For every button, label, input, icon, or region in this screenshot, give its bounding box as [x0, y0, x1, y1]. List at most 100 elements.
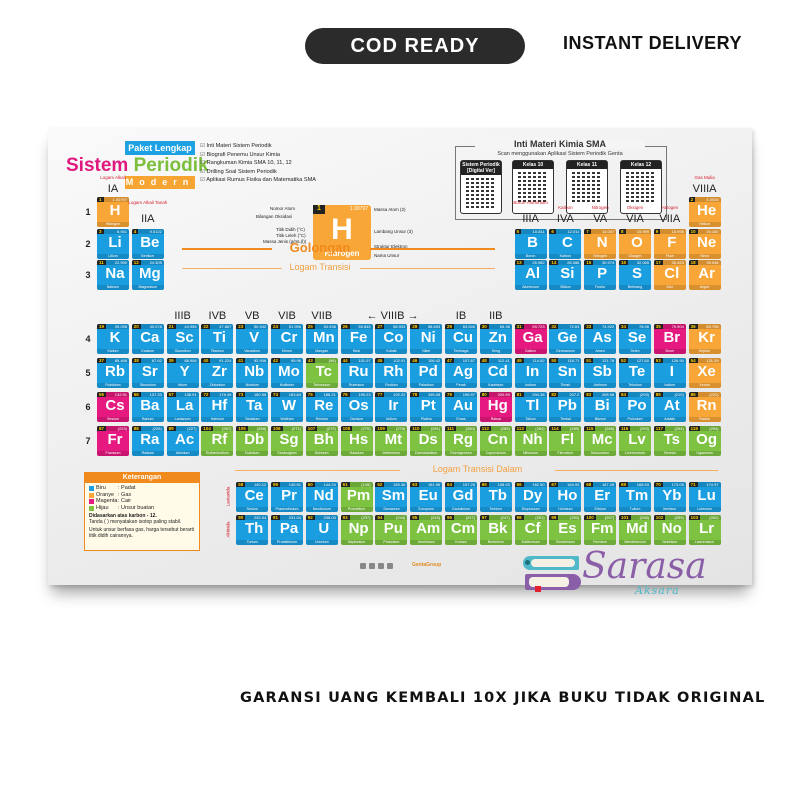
- element-i: 53 126.90 I Iodium: [653, 358, 686, 388]
- element-cd: 48 112.41 Cd Kadmium: [479, 358, 512, 388]
- element-name: Erbium: [584, 507, 617, 512]
- element-symbol: As: [592, 329, 612, 346]
- atomic-number: 63: [410, 482, 420, 487]
- atomic-mass: 58.693: [427, 324, 441, 329]
- atomic-mass: 78.96: [638, 324, 649, 329]
- legend-item-padat: Biru: Padat: [85, 485, 199, 492]
- element-mo: 42 95.96 Mo Molibden: [271, 358, 303, 388]
- element-symbol: Nd: [313, 487, 334, 504]
- qr-card-kelas-11: Kelas 11: [566, 160, 608, 214]
- group-label-vib: VIB: [278, 310, 296, 322]
- sarasa-book-logo-icon: [515, 556, 585, 596]
- element-name: Fluor: [653, 253, 686, 259]
- element-symbol: Mt: [384, 431, 403, 448]
- element-symbol: Ta: [245, 397, 263, 414]
- legend-note: Tanda ( ) menyatakan isotop paling stabi…: [89, 519, 182, 525]
- atomic-mass: 47.867: [219, 324, 232, 329]
- element-er: 68 167.26 Er Erbium: [584, 482, 617, 512]
- element-symbol: Es: [558, 520, 577, 537]
- element-re: 75 186.21 Re Renium: [305, 392, 338, 422]
- element-pu: 94 (244) Pu Plutonium: [375, 515, 408, 545]
- element-symbol: Ir: [388, 397, 399, 414]
- qr-code-icon: [572, 172, 602, 202]
- element-ne: 10 20.180 Ne Neon: [688, 228, 721, 259]
- transisi-line-left: [182, 268, 282, 269]
- atomic-number: 17: [653, 260, 663, 265]
- element-ru: 44 101.07 Ru Rutenium: [340, 358, 373, 388]
- element-name: Tenesin: [653, 451, 686, 456]
- atomic-mass: 30.974: [601, 260, 615, 265]
- element-name: Kalifornium: [514, 540, 547, 545]
- atomic-number: 71: [688, 482, 698, 487]
- atomic-mass: (251): [535, 515, 545, 520]
- atomic-number: 59: [271, 482, 281, 487]
- element-name: Bismut: [584, 417, 617, 422]
- checklist-item: Aplikasi Rumus Fisika dan Matematika SMA: [200, 176, 316, 185]
- element-symbol: Yb: [662, 487, 682, 504]
- element-name: Klor: [653, 285, 686, 290]
- element-db: 105 (268) Db Dubnium: [236, 426, 269, 456]
- element-name: Silikon: [549, 285, 582, 290]
- atomic-number: 18: [688, 260, 698, 265]
- atomic-number: 27: [375, 324, 385, 329]
- element-symbol: Md: [626, 520, 648, 537]
- atomic-number: 26: [340, 324, 350, 329]
- atomic-number: 88: [131, 426, 141, 431]
- element-symbol: Pm: [346, 487, 371, 504]
- atomic-number: 2: [688, 197, 696, 202]
- legend-key-element: 1 1.00797 H Hidrogen: [313, 205, 371, 260]
- atomic-number: 48: [479, 358, 489, 363]
- atomic-mass: 183.84: [288, 392, 301, 397]
- element-name: Lantanum: [166, 417, 199, 422]
- element-ac: 89 (227) Ac Aktinium: [166, 426, 199, 456]
- element-name: Fransium: [97, 451, 129, 456]
- atomic-mass: 162.50: [532, 482, 545, 487]
- element-cs: 55 132.91 Cs Sesium: [97, 392, 129, 422]
- atomic-mass: 72.63: [569, 324, 580, 329]
- element-pr: 59 140.91 Pr Praseodimium: [271, 482, 303, 512]
- period-label: 2: [85, 238, 91, 249]
- element-symbol: P: [597, 265, 608, 282]
- element-pd: 46 106.42 Pd Paladium: [410, 358, 443, 388]
- element-zn: 30 65.38 Zn Seng: [479, 324, 512, 354]
- element-symbol: Xe: [697, 363, 716, 380]
- element-symbol: Rf: [211, 431, 228, 448]
- element-symbol: Sm: [381, 487, 406, 504]
- atomic-mass: 12.011: [567, 228, 580, 234]
- checklist-item: Drilling Soal Sistem Periodik: [200, 168, 316, 177]
- element-name: Skandium: [166, 349, 199, 354]
- element-cl: 17 35.453 Cl Klor: [653, 260, 686, 290]
- qr-label: Sistem Periodik [Digital Ver]: [461, 161, 501, 175]
- element-c: 6 12.011 C Karbon: [549, 228, 582, 259]
- atomic-mass: 158.93: [497, 482, 510, 487]
- atomic-mass: 200.59: [497, 392, 510, 397]
- group-label-iva: IVA: [556, 213, 574, 225]
- atomic-mass: 150.36: [393, 482, 406, 487]
- atomic-number: 10: [688, 228, 698, 234]
- element-name: Berkelium: [479, 540, 512, 545]
- element-symbol: C: [561, 233, 573, 251]
- element-sm: 62 150.36 Sm Samarium: [375, 482, 408, 512]
- element-name: Titanium: [201, 349, 234, 354]
- title-periodik: Periodik: [133, 155, 209, 176]
- atomic-number: 94: [375, 515, 385, 520]
- key-label: Lambang Unsur (3): [374, 229, 413, 234]
- element-name: Kobalt: [375, 349, 408, 354]
- element-li: 3 6.941 Li Litium: [97, 228, 129, 259]
- atomic-number: 92: [305, 515, 315, 520]
- legend-box: Keterangan Biru: Padat Oranye: Gas Magen…: [84, 472, 200, 551]
- element-symbol: Pd: [418, 363, 438, 380]
- atomic-mass: (252): [570, 515, 580, 520]
- element-rf: 104 (267) Rf Rutherfordium: [201, 426, 234, 456]
- element-symbol: Ga: [522, 329, 543, 346]
- element-name: Wolfram: [271, 417, 303, 422]
- element-name: Neodimium: [305, 507, 338, 512]
- element-ti: 22 47.867 Ti Titanium: [201, 324, 234, 354]
- guarantee-text: GARANSI UANG KEMBALI 10X JIKA BUKU TIDAK…: [240, 690, 766, 706]
- category-label: Boron-Aluminium: [513, 200, 548, 205]
- atomic-number: 81: [514, 392, 524, 397]
- atomic-number: 79: [445, 392, 455, 397]
- atomic-mass: 22.990: [114, 260, 127, 265]
- element-symbol: Rg: [453, 431, 473, 448]
- atomic-mass: (288): [604, 426, 615, 431]
